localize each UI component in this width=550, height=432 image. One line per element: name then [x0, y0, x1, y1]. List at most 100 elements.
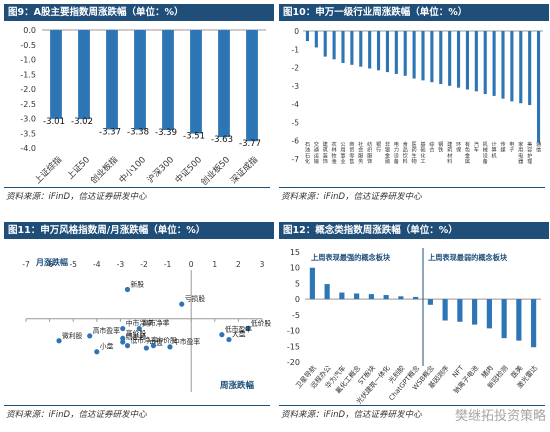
scatter-point [226, 336, 232, 343]
svg-text:服: 服 [367, 152, 373, 159]
svg-text:属: 属 [465, 158, 470, 165]
scatter-point [87, 333, 93, 339]
svg-text:子: 子 [509, 147, 514, 154]
bar [519, 31, 523, 104]
data-label: -3.39 [155, 128, 177, 138]
svg-text:融: 融 [385, 157, 390, 165]
divider [4, 405, 270, 406]
y-tick-label: 0 [294, 27, 299, 36]
y-tick-label: 5 [295, 279, 300, 288]
svg-text:备: 备 [394, 157, 400, 165]
x-tick-label: -3 [117, 260, 125, 269]
bar-chart-index-returns: 0.0 -0.5 -1.0 -1.5 -2.0 -2.5 -3.0 -3.5 -4.0 -3.01… [20, 26, 266, 188]
svg-text:非: 非 [385, 140, 390, 148]
svg-text:备: 备 [483, 157, 489, 165]
y-tick-label: -1.0 [20, 56, 36, 65]
svg-text:媒: 媒 [500, 147, 506, 154]
svg-text:油: 油 [305, 146, 310, 154]
point-label: 亏损股 [185, 294, 206, 303]
svg-text:交: 交 [314, 140, 319, 148]
y-tick-label: -7 [292, 155, 300, 164]
x-tick-label: -1 [164, 260, 172, 269]
bar [324, 284, 330, 300]
divider [279, 187, 545, 188]
svg-text:美: 美 [527, 140, 532, 148]
bar [314, 31, 318, 48]
bar [106, 30, 118, 130]
data-label: -3.38 [127, 128, 149, 138]
point-label: 中市净率 [126, 319, 153, 328]
svg-text:物: 物 [412, 157, 417, 165]
svg-text:铁: 铁 [438, 146, 443, 154]
y-tick-label: 0.0 [23, 26, 36, 35]
bar [309, 267, 315, 300]
bar [50, 30, 62, 119]
watermark: 樊继拓投资策略 [454, 409, 546, 424]
bar [339, 292, 345, 300]
chart-title-3: 图11：申万风格指数周/月涨跌幅（单位：%） [4, 222, 274, 239]
point-label: 中盘 [149, 338, 163, 347]
svg-text:工: 工 [420, 158, 425, 165]
data-label: -3.37 [99, 127, 121, 137]
bar [394, 31, 398, 74]
bar [332, 31, 336, 60]
bar [218, 30, 230, 138]
svg-text:筑: 筑 [323, 146, 329, 154]
bar [439, 31, 443, 85]
svg-text:石: 石 [305, 141, 310, 148]
svg-text:输: 输 [314, 157, 320, 165]
svg-text:用: 用 [518, 147, 523, 154]
bar [385, 31, 389, 73]
point-label: 微利股 [62, 331, 83, 340]
scatter-point [219, 332, 225, 338]
svg-text:础: 础 [420, 146, 425, 154]
y-axis-title: 月涨跌幅 [35, 257, 68, 267]
svg-text:计: 计 [492, 140, 497, 148]
svg-text:电: 电 [394, 140, 399, 148]
x-tick-label: 传媒 [500, 140, 506, 154]
y-tick-label: -2 [292, 64, 300, 73]
svg-text:服: 服 [358, 152, 364, 159]
bar [354, 293, 360, 300]
bar [516, 299, 522, 341]
x-tick-label: 深证成指 [228, 154, 260, 186]
svg-text:设: 设 [483, 151, 488, 159]
y-tick-label: 10 [290, 264, 300, 273]
y-tick-label: -4 [292, 100, 300, 109]
chart-title-4: 图12：概念类指数周涨跌幅（单位：%） [279, 222, 549, 239]
bar [412, 31, 416, 79]
x-tick-label: 环保 [456, 141, 462, 154]
svg-text:筑: 筑 [447, 146, 453, 154]
svg-text:银: 银 [376, 140, 382, 148]
svg-text:车: 车 [474, 146, 479, 154]
x-tick-label: -2 [140, 260, 148, 269]
x-tick-label: 创业板指 [88, 154, 120, 186]
svg-text:石: 石 [305, 152, 310, 159]
svg-text:力: 力 [394, 146, 399, 154]
data-label: -3.02 [71, 117, 93, 127]
x-tick-label: -7 [22, 260, 30, 269]
svg-text:业: 业 [340, 157, 345, 165]
svg-text:色: 色 [465, 146, 470, 154]
divider [279, 405, 545, 406]
scatter-point [120, 325, 126, 332]
bar [427, 299, 433, 305]
svg-text:零: 零 [349, 152, 355, 159]
bar [528, 31, 532, 106]
svg-text:化: 化 [305, 157, 310, 165]
y-tick-label: 0 [295, 295, 300, 304]
svg-text:基: 基 [420, 140, 426, 148]
bar [501, 31, 505, 99]
svg-text:饰: 饰 [367, 157, 372, 165]
x-tick-label: 上证50 [65, 155, 92, 182]
panel-concept-returns: 图12：概念类指数周涨跌幅（单位：%） 15 10 5 0 -5 -10 -15 -20 上周表… [279, 222, 549, 432]
y-tick-label: -1.5 [20, 70, 36, 79]
x-tick-label: 钢铁 [438, 140, 443, 154]
x-axis-title: 周涨跌幅 [220, 380, 255, 391]
svg-text:会: 会 [358, 146, 363, 154]
